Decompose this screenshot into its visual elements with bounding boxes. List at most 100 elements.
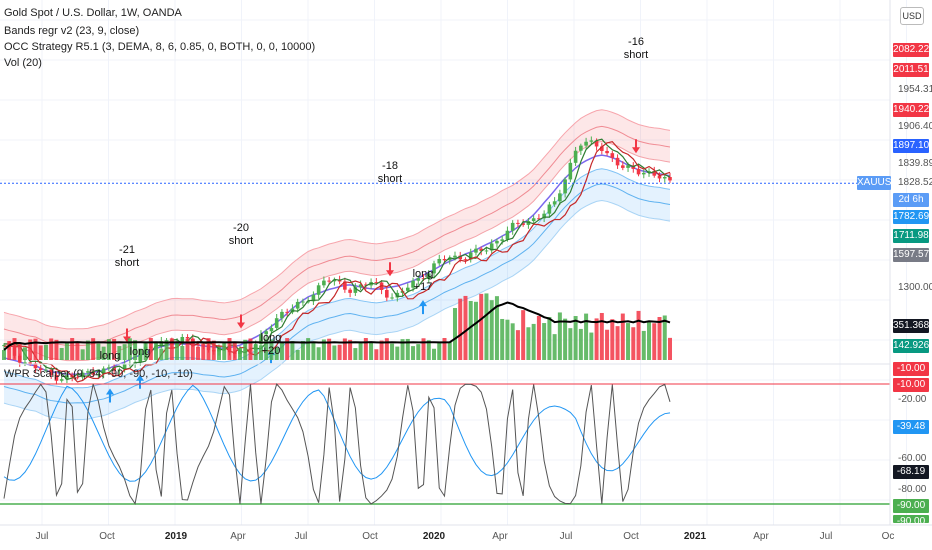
volume-bar — [484, 293, 489, 360]
volume-bar — [521, 310, 526, 360]
candle-body — [65, 375, 69, 380]
osc-scale-label: -90.00 — [893, 515, 929, 523]
time-tick: Apr — [492, 531, 508, 542]
volume-bar — [54, 339, 59, 360]
price-label: 1782.69 — [893, 210, 930, 224]
candle-body — [327, 280, 331, 282]
volume-bar — [148, 338, 153, 360]
volume-bar — [542, 323, 547, 360]
time-tick: Oct — [623, 531, 639, 542]
time-tick: Apr — [230, 531, 246, 542]
currency-button[interactable]: USD — [900, 7, 924, 25]
volume-bar — [159, 348, 164, 360]
price-label: 1711.98 — [893, 229, 929, 243]
candle-body — [516, 222, 520, 224]
candle-body — [474, 248, 478, 253]
candle-body — [552, 201, 557, 205]
candle-body — [274, 318, 279, 328]
candle-body — [38, 368, 43, 371]
volume-bar — [390, 343, 395, 360]
osc-slow-line — [3, 384, 671, 482]
osc-scale-label: -90.00 — [893, 499, 929, 513]
volume-bar — [248, 338, 253, 360]
candle-body — [437, 258, 442, 264]
volume-bar — [70, 338, 75, 360]
volume-bar — [489, 300, 494, 360]
volume-bar — [306, 338, 311, 360]
candle-body — [28, 362, 33, 364]
candle-body — [175, 342, 179, 345]
time-tick: Jul — [294, 531, 308, 542]
candle-body — [510, 222, 515, 231]
time-tick: Oct — [362, 531, 378, 542]
candle-body — [500, 239, 504, 241]
candle-body — [563, 179, 567, 194]
volume-bar — [363, 338, 368, 360]
candle-body — [23, 362, 27, 364]
candle-body — [112, 367, 116, 371]
volume-bar — [206, 338, 211, 360]
volume-bar — [405, 338, 410, 360]
volume-bar — [96, 343, 101, 360]
volume-bar — [510, 323, 515, 360]
osc-scale-label: -68.19 — [893, 465, 929, 479]
price-label: 1954.31 — [898, 84, 932, 95]
candle-body — [615, 157, 620, 166]
volume-bar — [101, 346, 106, 360]
candle-body — [86, 371, 90, 373]
volume-bar — [154, 342, 159, 360]
candle-body — [458, 255, 463, 260]
volume-bar — [196, 346, 201, 360]
candle-body — [537, 218, 541, 220]
candle-body — [117, 369, 122, 371]
volume-bar — [28, 339, 33, 360]
price-label: 1828.52 — [898, 177, 932, 188]
candle-body — [264, 331, 269, 335]
volume-bar — [201, 343, 206, 360]
price-label: 1906.40 — [898, 121, 932, 132]
volume-bar — [515, 330, 520, 360]
candle-body — [322, 280, 326, 286]
volume-bar — [605, 329, 610, 360]
volume-bar — [75, 341, 80, 360]
volume-bar — [337, 344, 342, 360]
candle-body — [2, 345, 6, 347]
candle-body — [626, 165, 630, 168]
volume-bar — [49, 338, 54, 360]
legend-occ: OCC Strategy R5.1 (3, DEMA, 8, 6, 0.85, … — [4, 41, 316, 53]
upper-band-edge — [3, 109, 671, 330]
osc-fast-line — [3, 383, 671, 505]
volume-bar — [59, 348, 64, 360]
volume-bar — [416, 344, 421, 360]
candle-body — [636, 168, 641, 175]
volume-bar — [190, 339, 195, 360]
volume-bar — [222, 341, 227, 360]
candle-body — [568, 162, 573, 180]
candle-body — [652, 171, 657, 176]
volume-bar — [573, 316, 578, 360]
volume-bar — [211, 340, 216, 360]
candle-body — [468, 252, 473, 260]
volume-bar — [295, 349, 300, 360]
volume-bar — [316, 347, 321, 360]
osc-scale-label: -10.00 — [893, 362, 929, 376]
volume-bar — [584, 313, 589, 360]
volume-bar — [22, 347, 27, 360]
candle-body — [600, 146, 604, 151]
volume-bar — [557, 312, 562, 360]
volume-bar — [463, 295, 468, 360]
candle-body — [432, 263, 436, 274]
candle-body — [343, 281, 347, 290]
candle-body — [196, 344, 200, 346]
volume-bar — [80, 349, 85, 360]
candle-body — [605, 150, 609, 154]
volume-bar — [641, 330, 646, 360]
candle-body — [621, 165, 625, 168]
volume-bar — [662, 315, 667, 360]
candle-body — [489, 243, 494, 251]
candle-body — [311, 294, 316, 302]
volume-bar — [180, 346, 185, 360]
volume-bar — [91, 338, 96, 360]
volume-bar — [426, 340, 431, 360]
